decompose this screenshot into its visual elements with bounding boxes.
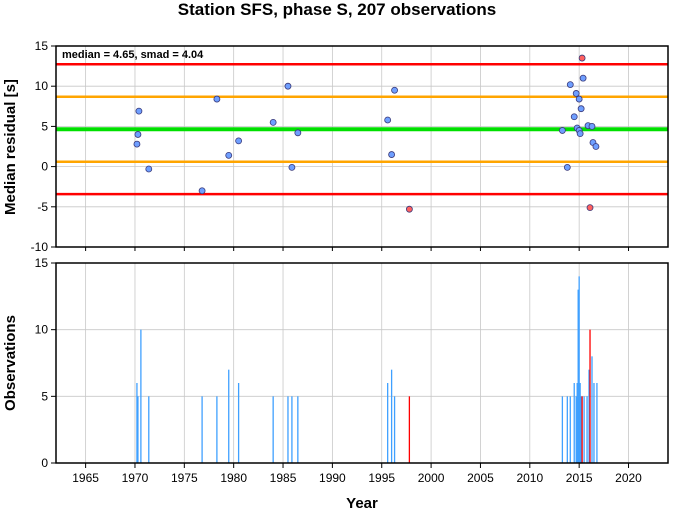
residual-point [213, 95, 221, 103]
observations-y-axis-label: Observations [2, 315, 19, 411]
observations-y-tick-label: 5 [41, 389, 48, 403]
outlier-residual-point [405, 205, 413, 213]
residual-points [133, 54, 600, 213]
residual-threshold-lines [56, 63, 668, 196]
observation-bars [136, 276, 598, 463]
year-tick-label: 1995 [368, 471, 395, 485]
year-x-ticks: 1965 1970 1975 1980 1985 1990 1995 2000 2005 2010… [72, 247, 642, 485]
residual-point [288, 164, 296, 171]
residual-point [135, 107, 143, 115]
residual-y-tick-label: 0 [41, 160, 48, 174]
residual-grid [56, 45, 668, 248]
residual-y-tick-label: 5 [41, 119, 48, 133]
residual-point [133, 140, 141, 148]
year-tick-label: 1985 [270, 471, 297, 485]
residual-plot-frame [55, 45, 669, 248]
residual-y-tick-label: 10 [35, 79, 49, 93]
chart-title: Station SFS, phase S, 207 observations [178, 0, 496, 19]
residual-point [294, 129, 302, 137]
residual-point [563, 164, 571, 171]
residual-point [134, 131, 142, 138]
residual-point [575, 95, 583, 103]
residual-point [588, 123, 596, 130]
residual-point [198, 187, 206, 195]
residual-y-ticks: -10 -5 0 5 10 15 [31, 39, 56, 254]
residual-point [566, 81, 574, 88]
observations-y-tick-label: 10 [35, 323, 49, 337]
residual-y-axis-label: Median residual [s] [2, 79, 19, 215]
year-tick-label: 2015 [566, 471, 593, 485]
residual-point [558, 127, 566, 134]
year-tick-label: 1990 [319, 471, 346, 485]
residual-point [592, 143, 600, 150]
residual-y-tick-label: -10 [31, 240, 49, 254]
residual-point [388, 151, 396, 158]
year-tick-label: 1975 [171, 471, 198, 485]
residual-point [572, 90, 580, 97]
residual-point [225, 151, 233, 159]
year-tick-label: 2000 [418, 471, 445, 485]
residual-point [145, 165, 153, 173]
x-axis-label: Year [346, 495, 378, 511]
observations-y-tick-label: 15 [35, 256, 49, 270]
outlier-residual-point [586, 204, 594, 212]
year-tick-label: 2005 [467, 471, 494, 485]
residual-point [391, 86, 398, 94]
observations-plot-frame [55, 262, 669, 464]
year-tick-label: 1970 [122, 471, 149, 485]
residual-point [577, 105, 585, 113]
observations-y-tick-label: 0 [41, 456, 48, 470]
residual-point [384, 116, 392, 124]
year-tick-label: 1980 [220, 471, 247, 485]
year-tick-label: 1965 [72, 471, 99, 485]
residual-y-tick-label: -5 [37, 200, 48, 214]
outlier-residual-point [578, 54, 586, 62]
residual-point [576, 130, 584, 138]
residual-point [269, 118, 277, 126]
residual-point [579, 74, 587, 82]
year-tick-label: 2010 [516, 471, 543, 485]
year-tick-label: 2020 [615, 471, 642, 485]
median-smad-annotation: median = 4.65, smad = 4.04 [62, 49, 204, 61]
residual-y-tick-label: 15 [35, 39, 49, 53]
residual-point [284, 82, 292, 90]
observations-y-ticks: 0 5 10 15 [35, 256, 56, 470]
residual-point [235, 137, 243, 145]
residual-point [570, 113, 578, 121]
